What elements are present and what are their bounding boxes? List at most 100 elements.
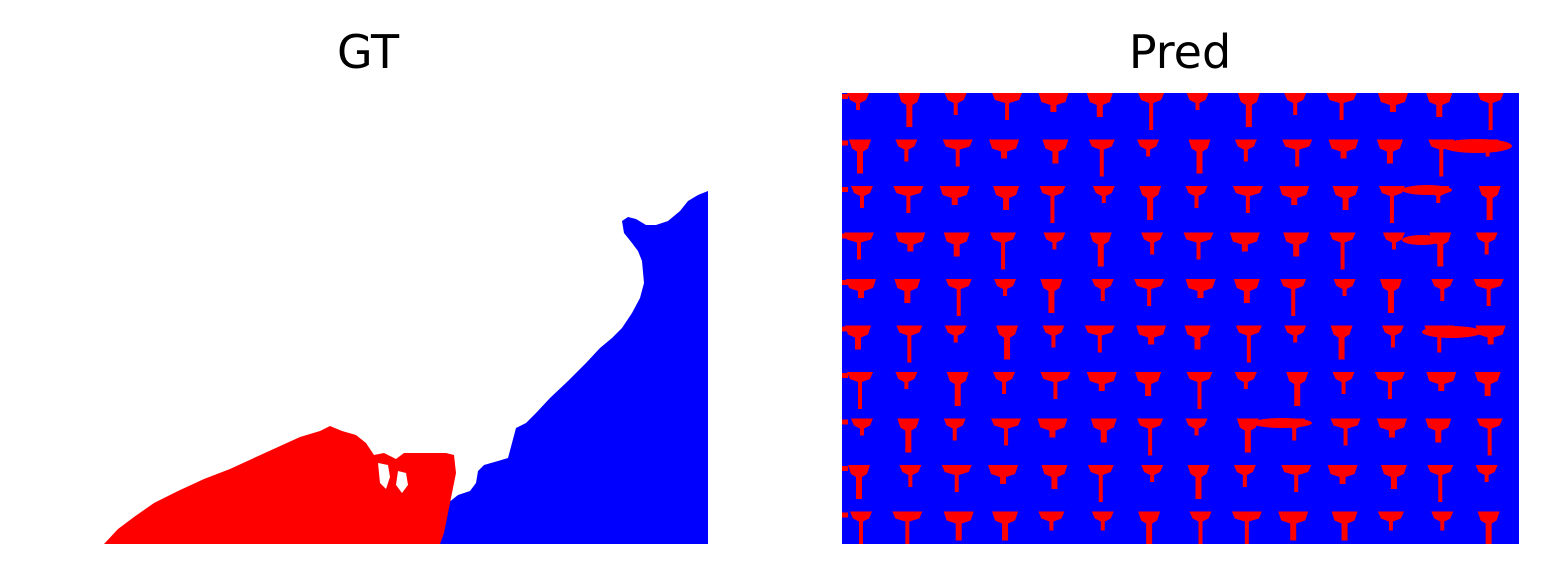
pred-red-blob (1330, 418, 1361, 446)
pred-red-blob (1284, 93, 1307, 115)
pred-red-blob (1279, 186, 1310, 205)
pred-red-blob (1332, 186, 1359, 210)
pred-red-blob (1141, 465, 1164, 482)
pred-red-blob (1232, 186, 1263, 213)
pred-red-blob (1135, 372, 1162, 396)
pred-red-blob (994, 279, 1017, 296)
pred-red-blob (898, 93, 921, 127)
pred-red-blob (1141, 232, 1164, 255)
pred-red-blob (1402, 235, 1442, 245)
pred-red-blob (1475, 232, 1498, 255)
pred-red-blob (1477, 511, 1500, 544)
pred-red-blob (1475, 325, 1506, 345)
pred-red-blob (850, 511, 872, 544)
pred-red-blob (1136, 325, 1167, 345)
pred-red-blob (844, 232, 874, 260)
pred-red-blob (1286, 372, 1309, 406)
gt-blue-region (436, 191, 708, 544)
pred-red-blob (1280, 279, 1307, 316)
pred-red-blob (849, 139, 871, 174)
pred-red-blob (1381, 325, 1404, 348)
pred-red-blob (1091, 279, 1114, 301)
pred-red-blob (1475, 465, 1498, 482)
pred-red-blob (1042, 139, 1069, 164)
pred-red-blob (1185, 418, 1208, 436)
gt-mask-svg (38, 93, 708, 544)
pred-red-blob (1377, 93, 1408, 112)
pred-edge-fragment (842, 187, 848, 192)
pred-red-blob (1331, 511, 1358, 541)
pred-red-blob (895, 372, 918, 389)
pred-red-blob (1332, 372, 1355, 394)
gt-panel-title: GT (336, 25, 400, 79)
pred-red-blob (1038, 511, 1065, 531)
pred-red-blob (1043, 232, 1066, 250)
pred-red-blob (1231, 511, 1262, 544)
pred-red-blob (892, 511, 923, 544)
pred-red-blob (1233, 465, 1256, 487)
pred-red-blob (1037, 418, 1068, 438)
pred-red-blob (1379, 279, 1402, 313)
pred-edge-fragment (842, 140, 848, 146)
pred-edge-fragment (842, 512, 848, 518)
pred-red-blob (1377, 511, 1404, 531)
pred-red-blob (1185, 279, 1216, 298)
pred-edge-fragment (842, 373, 848, 378)
pred-red-blob (943, 418, 966, 441)
pred-red-blob (1476, 418, 1503, 456)
pred-red-blob (991, 418, 1022, 446)
pred-red-blob (1039, 186, 1066, 223)
pred-red-blob (1184, 325, 1211, 350)
pred-red-blob (945, 279, 972, 316)
pred-red-blob (1329, 232, 1356, 270)
pred-red-blob (944, 93, 967, 115)
pred-red-blob (893, 186, 924, 213)
pred-red-blob (988, 465, 1019, 484)
pred-red-blob (1477, 93, 1504, 130)
pred-red-blob (1281, 465, 1312, 492)
pred-red-blob (1233, 279, 1260, 303)
pred-red-blob (1382, 232, 1405, 250)
pred-red-blob (899, 465, 922, 487)
pred-red-blob (1327, 465, 1358, 484)
pred-red-blob (1236, 418, 1259, 453)
pred-red-blob (894, 279, 921, 303)
pred-red-blob (1431, 279, 1454, 301)
pred-red-blob (1038, 93, 1069, 112)
pred-red-blob (1431, 511, 1454, 531)
pred-red-blob (1087, 465, 1114, 502)
pred-red-blob (847, 93, 869, 110)
pred-edge-fragment (842, 326, 848, 332)
pred-red-blob (1328, 139, 1359, 159)
pred-red-blob (895, 139, 918, 162)
pred-red-blob (943, 232, 970, 257)
pred-red-blob (845, 325, 871, 350)
pred-red-blob (944, 325, 967, 343)
pred-red-blob (1442, 139, 1512, 153)
pred-red-blob (992, 93, 1023, 120)
pred-red-blob (946, 372, 969, 406)
pred-red-blob (1089, 232, 1112, 267)
pred-red-blob (1252, 418, 1312, 428)
pred-edge-fragment (842, 94, 848, 99)
pred-red-blob (1090, 418, 1117, 443)
pred-red-blob (1086, 93, 1113, 117)
pred-red-blob (1134, 279, 1165, 306)
pred-red-blob (848, 465, 870, 499)
gt-mask-image (38, 93, 708, 544)
pred-red-blob (1330, 325, 1353, 360)
pred-red-blob (1040, 372, 1071, 399)
pred-red-blob (990, 232, 1017, 270)
pred-red-blob (1426, 93, 1453, 117)
pred-red-blob (895, 232, 926, 252)
gt-hole-region (378, 463, 390, 489)
pred-red-blob (897, 418, 920, 453)
pred-panel-title: Pred (1128, 25, 1232, 79)
pred-red-blob (896, 325, 923, 363)
gt-red-region (104, 426, 456, 544)
pred-red-blob (1092, 186, 1115, 203)
pred-red-blob (1137, 418, 1164, 456)
pred-red-blob (1283, 232, 1310, 257)
pred-red-blob (1428, 139, 1455, 177)
pred-red-blob (1378, 186, 1405, 223)
